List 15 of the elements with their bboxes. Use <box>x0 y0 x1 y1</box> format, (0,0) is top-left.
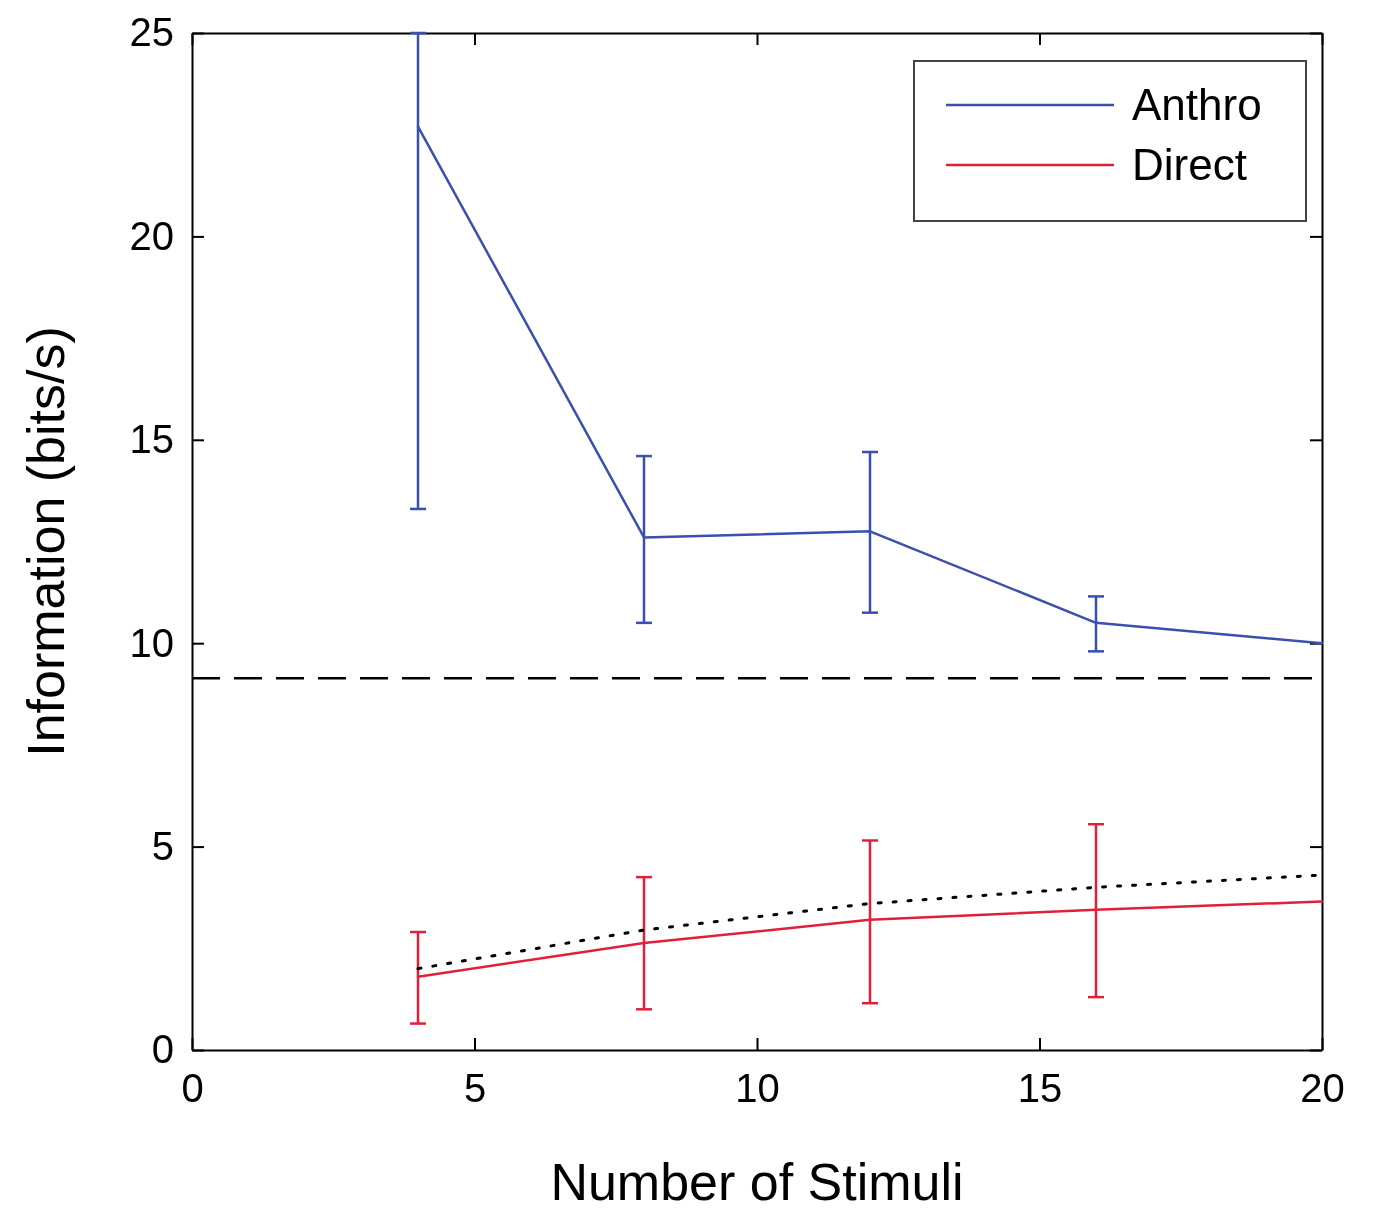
x-axis-title: Number of Stimuli <box>550 1153 964 1211</box>
y-tick-label: 0 <box>151 1027 174 1072</box>
y-tick-label: 5 <box>151 823 174 868</box>
x-tick-label: 0 <box>181 1066 204 1111</box>
legend-label: Anthro <box>1132 80 1262 129</box>
legend-label: Direct <box>1132 140 1247 189</box>
y-tick-label: 20 <box>129 213 174 258</box>
y-tick-label: 25 <box>129 10 174 55</box>
x-tick-label: 5 <box>463 1066 487 1111</box>
y-tick-label: 15 <box>129 417 174 462</box>
x-tick-label: 10 <box>735 1066 780 1111</box>
x-tick-label: 20 <box>1300 1066 1345 1111</box>
x-tick-label: 15 <box>1017 1066 1063 1111</box>
y-axis-title: Information (bits/s) <box>17 326 75 757</box>
y-tick-label: 10 <box>129 620 174 665</box>
